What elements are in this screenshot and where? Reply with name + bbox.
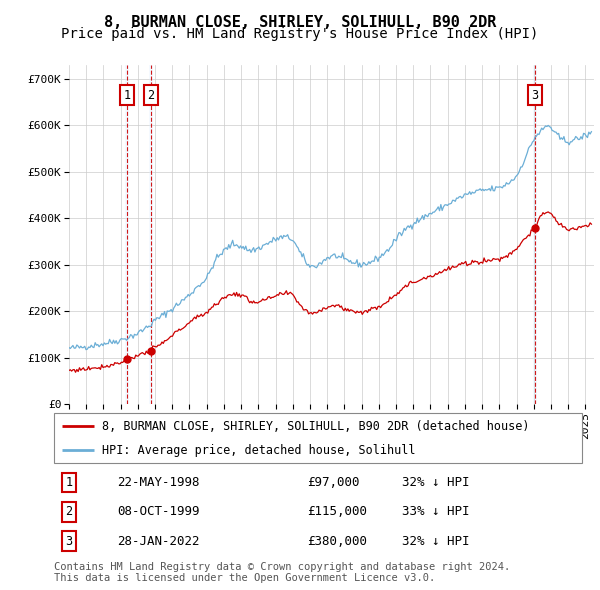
Text: £115,000: £115,000: [307, 505, 367, 519]
Text: 2: 2: [65, 505, 73, 519]
Text: HPI: Average price, detached house, Solihull: HPI: Average price, detached house, Soli…: [101, 444, 415, 457]
Text: 3: 3: [532, 88, 539, 101]
Text: 1: 1: [65, 476, 73, 489]
Text: £380,000: £380,000: [307, 535, 367, 548]
Text: 28-JAN-2022: 28-JAN-2022: [118, 535, 200, 548]
Text: 2: 2: [148, 88, 155, 101]
Text: 08-OCT-1999: 08-OCT-1999: [118, 505, 200, 519]
Text: 22-MAY-1998: 22-MAY-1998: [118, 476, 200, 489]
Text: 3: 3: [65, 535, 73, 548]
Text: 8, BURMAN CLOSE, SHIRLEY, SOLIHULL, B90 2DR (detached house): 8, BURMAN CLOSE, SHIRLEY, SOLIHULL, B90 …: [101, 419, 529, 432]
Text: 1: 1: [124, 88, 131, 101]
Text: 32% ↓ HPI: 32% ↓ HPI: [403, 476, 470, 489]
Text: £97,000: £97,000: [307, 476, 360, 489]
Text: 32% ↓ HPI: 32% ↓ HPI: [403, 535, 470, 548]
Text: 33% ↓ HPI: 33% ↓ HPI: [403, 505, 470, 519]
Text: 8, BURMAN CLOSE, SHIRLEY, SOLIHULL, B90 2DR: 8, BURMAN CLOSE, SHIRLEY, SOLIHULL, B90 …: [104, 15, 496, 30]
Text: Price paid vs. HM Land Registry's House Price Index (HPI): Price paid vs. HM Land Registry's House …: [61, 27, 539, 41]
Bar: [125, 65, 129, 404]
FancyBboxPatch shape: [54, 413, 582, 463]
Bar: [533, 65, 537, 404]
Text: Contains HM Land Registry data © Crown copyright and database right 2024.
This d: Contains HM Land Registry data © Crown c…: [54, 562, 510, 584]
Bar: [149, 65, 153, 404]
